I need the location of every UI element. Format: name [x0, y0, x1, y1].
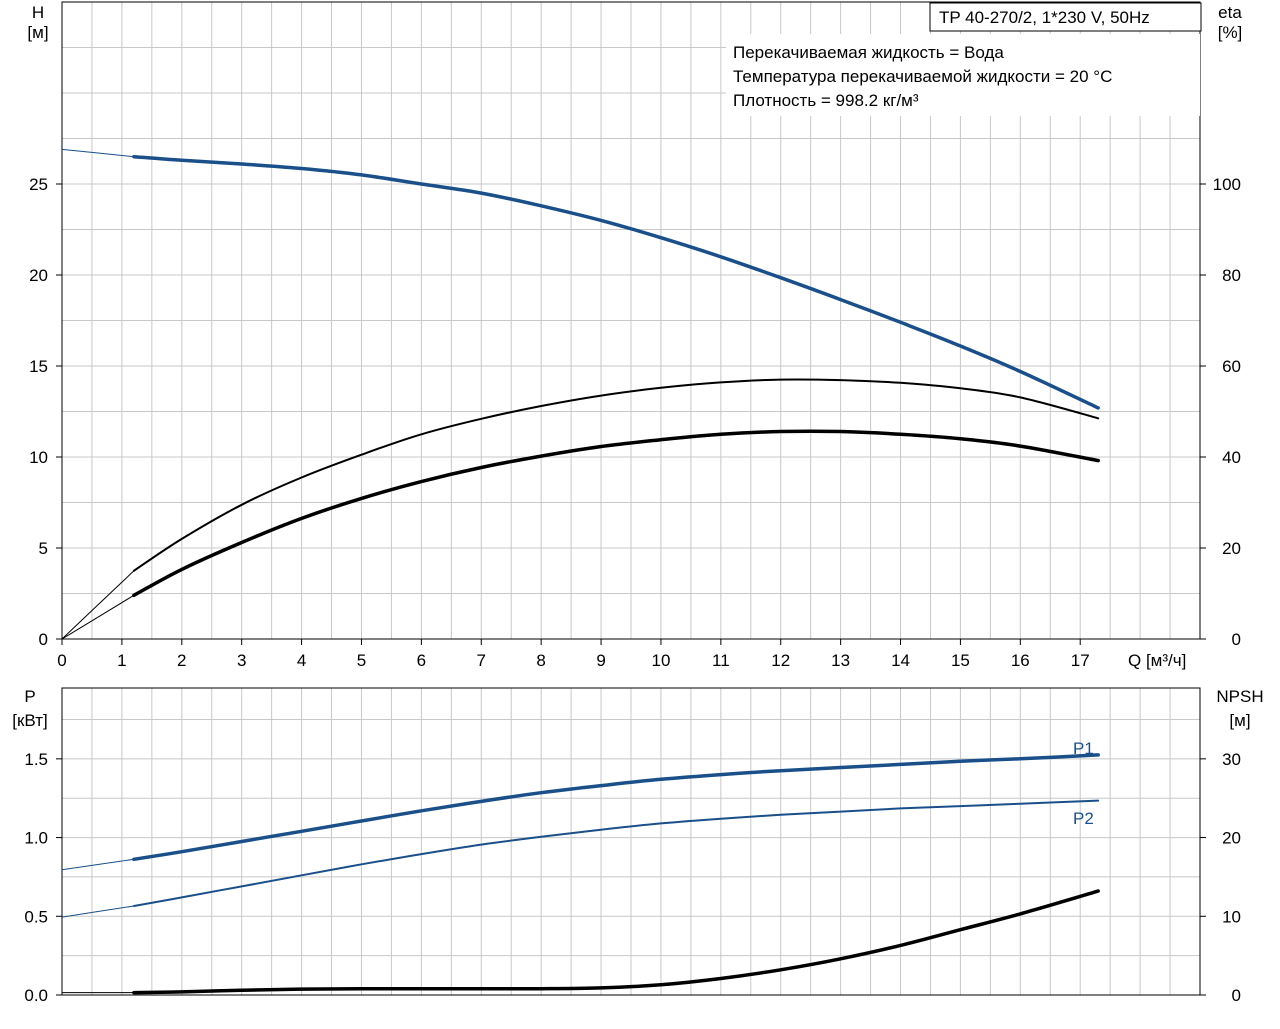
top-right-axis-unit: [%] — [1218, 23, 1243, 42]
bottom-left-tick-label: 0.0 — [24, 986, 48, 1005]
bottom-tick-labels: 0.0 0.5 1.0 1.5 0 10 20 30 — [24, 750, 1241, 1005]
bottom-plot-frame — [61, 687, 1201, 996]
x-axis-title: Q [м³/ч] — [1128, 651, 1186, 670]
series-NPSH-line — [132, 889, 1100, 995]
fluid-info-line-3: Плотность = 998.2 кг/м³ — [733, 91, 919, 110]
top-plot-frame — [61, 1, 1201, 640]
bottom-right-tick-label: 30 — [1222, 750, 1241, 769]
top-right-tick-label: 80 — [1222, 266, 1241, 285]
series-eta-total-line — [132, 429, 1100, 598]
x-tick-label: 11 — [712, 651, 730, 670]
top-left-tick-label: 25 — [29, 175, 48, 194]
fluid-info-line-1: Перекачиваемая жидкость = Вода — [733, 43, 1004, 62]
top-left-tick-label: 5 — [39, 539, 48, 558]
series-P1-line — [132, 753, 1100, 862]
bottom-series — [61, 753, 1100, 995]
x-tick-label: 16 — [1011, 651, 1030, 670]
top-left-axis-title: H — [32, 3, 44, 22]
x-tick-label: 7 — [477, 651, 486, 670]
top-left-tick-label: 15 — [29, 357, 48, 376]
product-label-box — [929, 2, 1202, 32]
x-tick-label: 9 — [596, 651, 605, 670]
product-label: TP 40-270/2, 1*230 V, 50Hz — [939, 8, 1150, 27]
x-tick-label: 1 — [117, 651, 126, 670]
series-eta-total-extension — [61, 594, 135, 640]
top-left-tick-label: 0 — [39, 630, 48, 649]
x-tick-label: 10 — [651, 651, 670, 670]
bottom-left-axis-unit: [кВт] — [12, 711, 47, 730]
series-head-line — [132, 154, 1100, 410]
bottom-left-tick-label: 1.0 — [24, 829, 48, 848]
top-right-tick-label: 40 — [1222, 448, 1241, 467]
series-label-p2: P2 — [1073, 809, 1094, 828]
fluid-info-line-2: Температура перекачиваемой жидкости = 20… — [733, 67, 1112, 86]
x-tick-label: 17 — [1071, 651, 1090, 670]
top-left-axis-unit: [м] — [27, 23, 48, 42]
x-tick-label: 15 — [951, 651, 970, 670]
fluid-info-box — [726, 34, 1200, 116]
top-tick-labels: 0 1 2 3 4 5 6 7 8 9 10 11 12 13 14 15 16 1705101520250204… — [29, 175, 1241, 670]
top-grid — [62, 2, 1200, 639]
series-eta-pump-line — [132, 378, 1100, 572]
bottom-right-tick-label: 0 — [1232, 986, 1241, 1005]
x-tick-label: 12 — [771, 651, 790, 670]
top-series — [61, 148, 1100, 640]
x-tick-label: 2 — [177, 651, 186, 670]
x-tick-label: 6 — [417, 651, 426, 670]
bottom-left-axis-title: P — [24, 687, 35, 706]
bottom-right-axis-unit: [м] — [1229, 711, 1250, 730]
x-tick-label: 8 — [536, 651, 545, 670]
top-right-tick-label: 0 — [1232, 630, 1241, 649]
top-left-tick-label: 10 — [29, 448, 48, 467]
top-left-tick-label: 20 — [29, 266, 48, 285]
bottom-right-tick-label: 10 — [1222, 907, 1241, 926]
top-right-tick-label: 60 — [1222, 357, 1241, 376]
series-eta-pump-extension — [61, 570, 135, 640]
top-right-axis-title: eta — [1218, 3, 1242, 22]
x-tick-label: 4 — [297, 651, 306, 670]
top-right-tick-label: 100 — [1213, 175, 1241, 194]
x-tick-label: 14 — [891, 651, 910, 670]
x-tick-label: 3 — [237, 651, 246, 670]
series-label-p1: P1 — [1073, 739, 1094, 758]
bottom-left-tick-label: 0.5 — [24, 907, 48, 926]
series-P1-extension — [61, 858, 134, 871]
x-tick-label: 13 — [831, 651, 850, 670]
series-P2-line — [132, 799, 1100, 907]
x-tick-label: 0 — [57, 651, 66, 670]
bottom-right-tick-label: 20 — [1222, 829, 1241, 848]
series-head-extension — [61, 148, 134, 158]
head-efficiency-panel: 0 1 2 3 4 5 6 7 8 9 10 11 12 13 14 15 16 1705101520250204… — [27, 1, 1243, 670]
series-P2-extension — [61, 905, 134, 918]
bottom-right-axis-title: NPSH — [1216, 687, 1263, 706]
x-tick-label: 5 — [357, 651, 366, 670]
bottom-left-tick-label: 1.5 — [24, 750, 48, 769]
top-right-tick-label: 20 — [1222, 539, 1241, 558]
